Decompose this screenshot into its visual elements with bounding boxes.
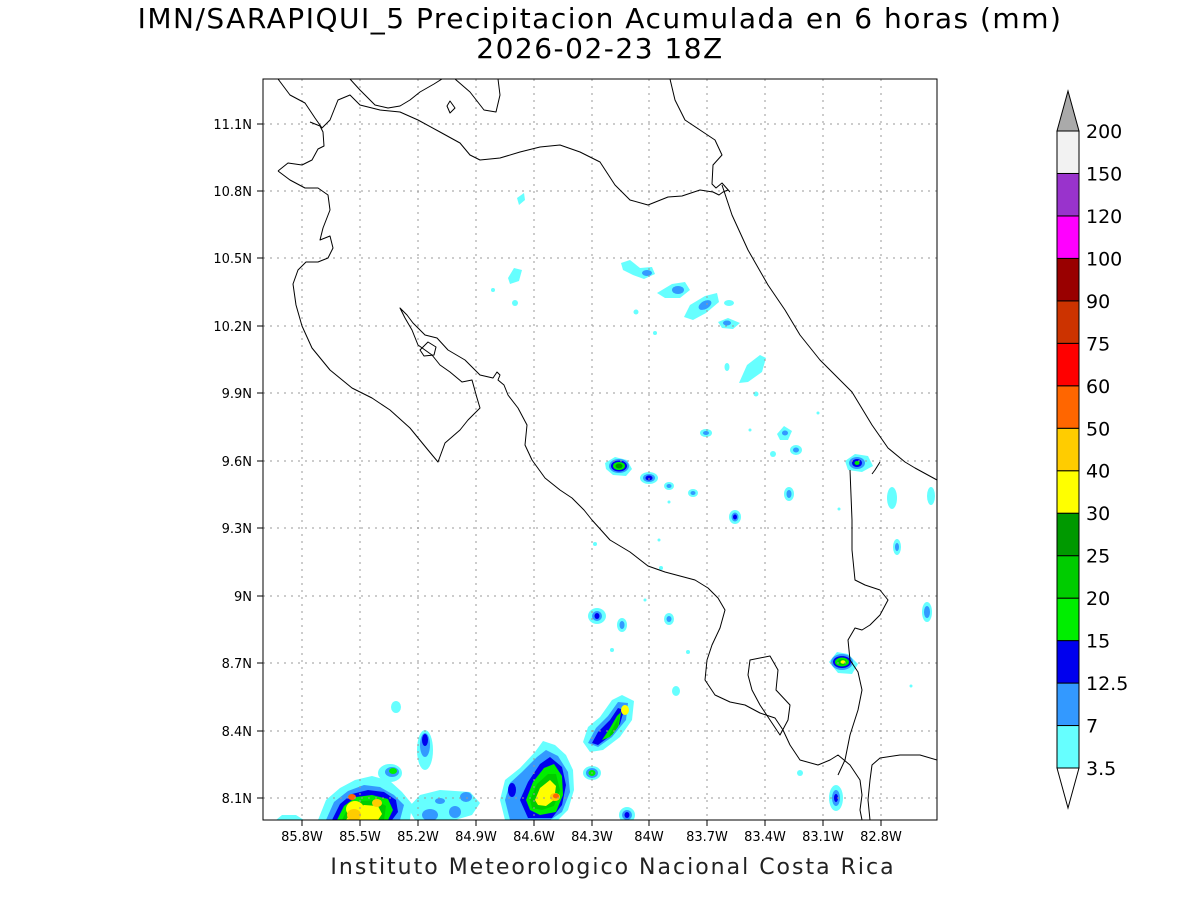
colorbar-swatch [1056, 342, 1080, 387]
lat-label: 9.6N [222, 455, 252, 470]
osa-peninsula [747, 655, 791, 736]
lat-label: 8.4N [222, 725, 252, 740]
colorbar-label: 120 [1086, 206, 1122, 228]
colorbar-label: 90 [1086, 291, 1110, 313]
colorbar-swatch [1056, 725, 1080, 769]
nicaragua-caribbean-coast [349, 79, 501, 113]
nicoya-island [419, 341, 437, 357]
longitude-labels: 85.8W 85.5W 85.2W 84.9W 84.6W 84.3W 84W … [281, 830, 902, 845]
lat-label: 11.1N [213, 118, 252, 133]
colorbar-label: 7 [1086, 716, 1098, 738]
lon-label: 83.1W [802, 830, 844, 845]
colorbar-label: 50 [1086, 418, 1110, 440]
colorbar-swatch [1056, 640, 1080, 684]
lon-label: 85.2W [397, 830, 439, 845]
axis-ticks [257, 123, 882, 826]
colorbar-label: 12.5 [1086, 673, 1128, 695]
colorbar-arrow-high [1056, 89, 1080, 132]
colorbar-arrow-low [1056, 767, 1080, 810]
colorbar-swatch [1056, 512, 1080, 557]
colorbar-label: 25 [1086, 546, 1110, 568]
lat-label: 10.5N [213, 252, 252, 267]
precip-cells-north [491, 193, 820, 415]
colorbar-label: 15 [1086, 631, 1110, 653]
map-datetime: 2026-02-23 18Z [476, 32, 724, 65]
colorbar-swatch [1056, 130, 1080, 174]
colorbar-swatch [1056, 597, 1080, 642]
colorbar-swatch [1056, 257, 1080, 302]
caribbean-coast-east [721, 184, 937, 481]
lat-label: 8.7N [222, 657, 252, 672]
colorbar-label: 40 [1086, 461, 1110, 483]
plot-frame [262, 78, 938, 821]
colorbar-label: 3.5 [1086, 758, 1116, 780]
lon-label: 84.3W [571, 830, 613, 845]
lat-label: 10.8N [213, 185, 252, 200]
grid-lines [263, 79, 937, 820]
precip-fields [276, 193, 935, 820]
colorbar-swatch [1056, 385, 1080, 429]
colorbar-swatch [1056, 427, 1080, 472]
colorbar-label: 100 [1086, 248, 1122, 270]
coastlines [277, 79, 937, 820]
panama-border [837, 461, 889, 776]
colorbar-swatch [1056, 555, 1080, 599]
lat-label: 8.1N [222, 792, 252, 807]
nicaragua-border [277, 79, 729, 206]
colorbar-swatch [1056, 682, 1080, 727]
colorbar-label: 150 [1086, 163, 1122, 185]
lon-label: 83.4W [744, 830, 786, 845]
map-title: IMN/SARAPIQUI_5 Precipitacion Acumulada … [137, 2, 1063, 35]
lat-label: 9N [234, 590, 252, 605]
colorbar-label: 75 [1086, 333, 1110, 355]
lon-label: 85.5W [339, 830, 381, 845]
colorbar-label: 20 [1086, 588, 1110, 610]
northern-coast [669, 79, 731, 193]
colorbar-swatch [1056, 172, 1080, 217]
precip-cells-south [276, 598, 858, 820]
colorbar-swatch [1056, 300, 1080, 344]
colorbar-swatch [1056, 470, 1080, 514]
colorbar-label: 200 [1086, 121, 1122, 143]
lake-island [446, 100, 456, 114]
lat-label: 9.9N [222, 387, 252, 402]
lat-label: 10.2N [213, 320, 252, 335]
latitude-labels: 11.1N 10.8N 10.5N 10.2N 9.9N 9.6N 9.3N 9… [213, 118, 252, 807]
colorbar: 3.5 7 12.5 15 20 25 30 40 50 60 75 90 100 120 150 200 [1056, 89, 1128, 810]
institution-credit: Instituto Meteorologico Nacional Costa R… [330, 855, 896, 880]
lon-label: 84W [634, 830, 664, 845]
lat-label: 9.3N [222, 522, 252, 537]
colorbar-label: 60 [1086, 376, 1110, 398]
precip-cells-east [837, 454, 935, 688]
pacific-coast [277, 121, 937, 820]
colorbar-label: 30 [1086, 503, 1110, 525]
lon-label: 82.8W [860, 830, 902, 845]
lon-label: 84.6W [513, 830, 555, 845]
colorbar-swatch [1056, 215, 1080, 259]
lon-label: 85.8W [281, 830, 323, 845]
lon-label: 84.9W [455, 830, 497, 845]
lon-label: 83.7W [686, 830, 728, 845]
